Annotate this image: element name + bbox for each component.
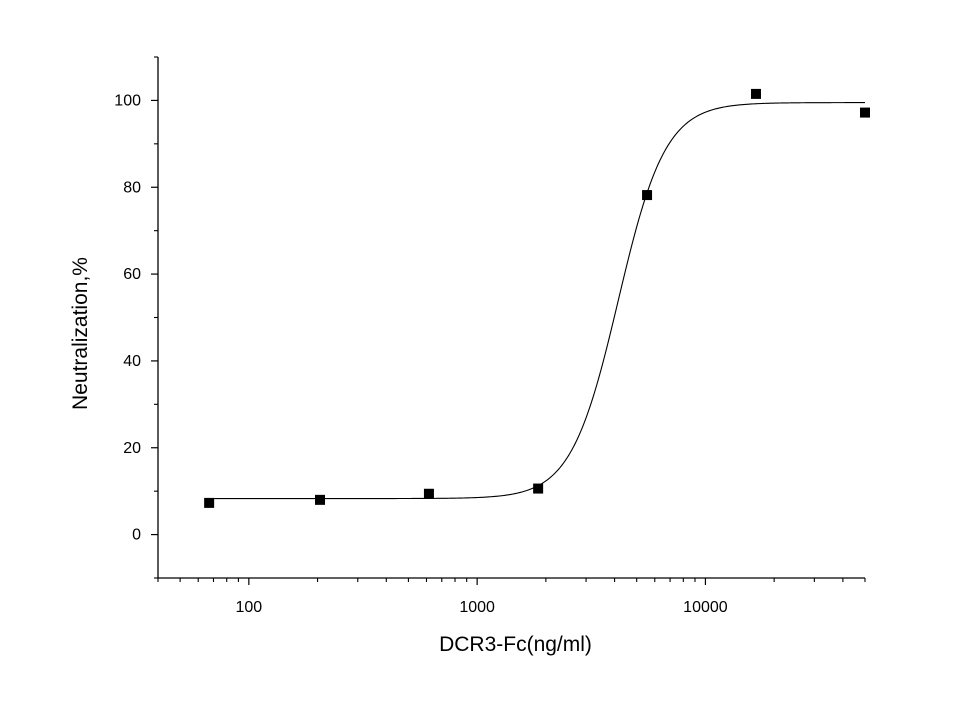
data-point xyxy=(860,107,870,118)
chart-ticks xyxy=(151,56,866,585)
chart-tick-labels: 0 20 40 60 80 100 100 1000 10000 xyxy=(114,92,727,616)
y-tick-label: 80 xyxy=(123,179,141,196)
data-point xyxy=(315,494,326,505)
x-tick-label: 10000 xyxy=(683,599,728,616)
y-axis-title: Neutralization,% xyxy=(69,257,92,410)
y-tick-label: 20 xyxy=(123,440,141,457)
chart-points-layer xyxy=(204,88,870,508)
data-point xyxy=(750,88,761,99)
y-tick-label: 40 xyxy=(123,353,141,370)
data-point xyxy=(423,488,434,499)
y-tick-label: 60 xyxy=(123,266,141,283)
y-tick-label: 0 xyxy=(132,527,141,544)
y-tick-label: 100 xyxy=(114,92,141,109)
x-axis-title: DCR3-Fc(ng/ml) xyxy=(439,633,592,656)
data-point xyxy=(204,497,215,508)
fit-curve-line xyxy=(209,102,865,500)
x-tick-label: 1000 xyxy=(459,599,495,616)
data-point xyxy=(533,483,544,494)
chart-fit-layer xyxy=(209,102,865,500)
chart-axes xyxy=(157,57,865,579)
x-tick-label: 100 xyxy=(235,599,262,616)
data-point xyxy=(642,190,653,201)
